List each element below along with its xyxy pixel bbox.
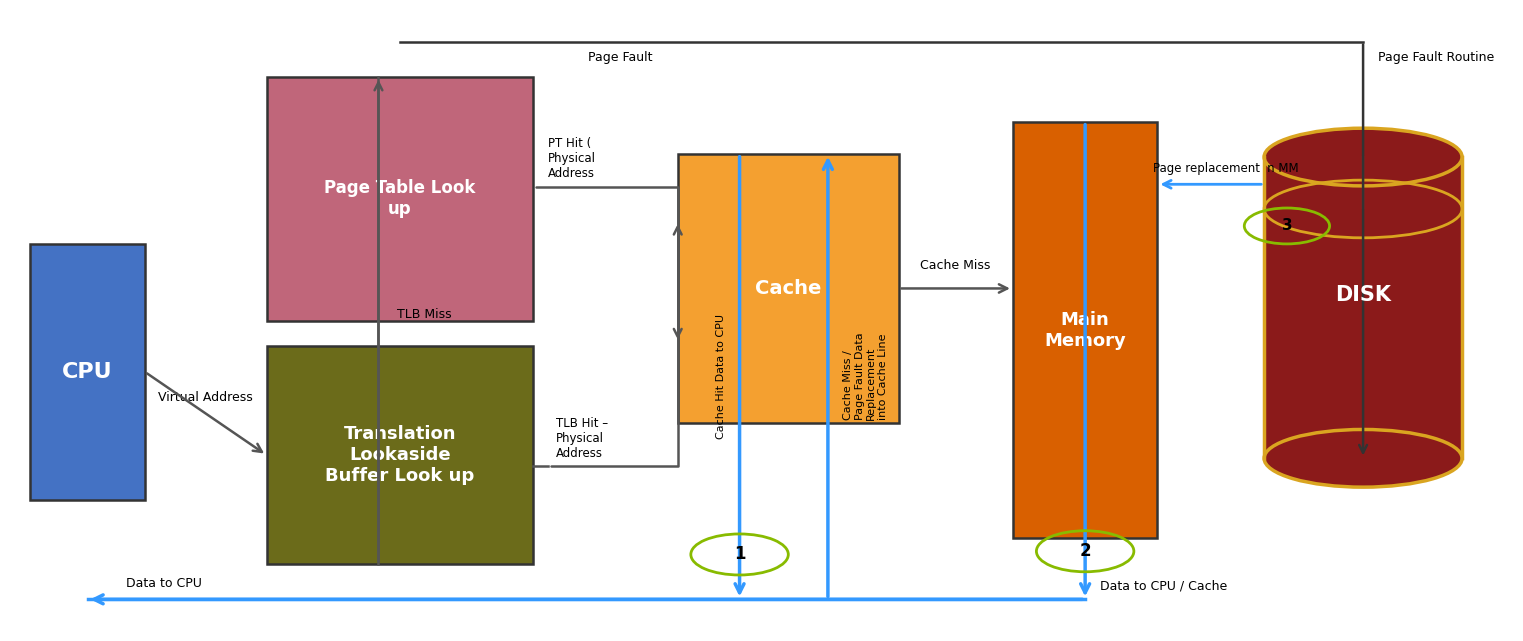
Text: TLB Miss: TLB Miss xyxy=(396,308,451,320)
Text: PT Hit (
Physical
Address: PT Hit ( Physical Address xyxy=(548,137,597,180)
Text: Data to CPU: Data to CPU xyxy=(125,577,201,590)
Text: Page Fault: Page Fault xyxy=(588,51,653,64)
FancyBboxPatch shape xyxy=(678,154,899,423)
Text: Page Table Look
up: Page Table Look up xyxy=(324,179,475,218)
FancyBboxPatch shape xyxy=(267,346,533,564)
Text: Cache Miss /
Page Fault Data
Replacement
into Cache Line: Cache Miss / Page Fault Data Replacement… xyxy=(844,333,888,420)
Text: DISK: DISK xyxy=(1336,285,1390,305)
Text: Main
Memory: Main Memory xyxy=(1045,311,1125,349)
FancyBboxPatch shape xyxy=(30,244,145,500)
Text: 2: 2 xyxy=(1080,542,1090,560)
Text: Page Fault Routine: Page Fault Routine xyxy=(1378,51,1494,64)
Text: 3: 3 xyxy=(1282,219,1292,233)
Text: 1: 1 xyxy=(734,545,745,563)
Ellipse shape xyxy=(1264,429,1462,487)
Text: TLB Hit –
Physical
Address: TLB Hit – Physical Address xyxy=(556,417,608,460)
Text: Translation
Lookaside
Buffer Look up: Translation Lookaside Buffer Look up xyxy=(326,426,474,485)
Text: Virtual Address: Virtual Address xyxy=(158,391,253,404)
Bar xyxy=(1264,157,1462,458)
Text: CPU: CPU xyxy=(62,362,113,382)
Text: Page replacement in MM: Page replacement in MM xyxy=(1153,162,1299,174)
Text: Cache Hit Data to CPU: Cache Hit Data to CPU xyxy=(716,314,726,439)
Text: Data to CPU / Cache: Data to CPU / Cache xyxy=(1100,580,1228,593)
Text: Cache: Cache xyxy=(755,279,821,298)
FancyBboxPatch shape xyxy=(1013,122,1157,538)
Text: Cache Miss: Cache Miss xyxy=(920,260,991,272)
Ellipse shape xyxy=(1264,128,1462,186)
FancyBboxPatch shape xyxy=(267,77,533,320)
